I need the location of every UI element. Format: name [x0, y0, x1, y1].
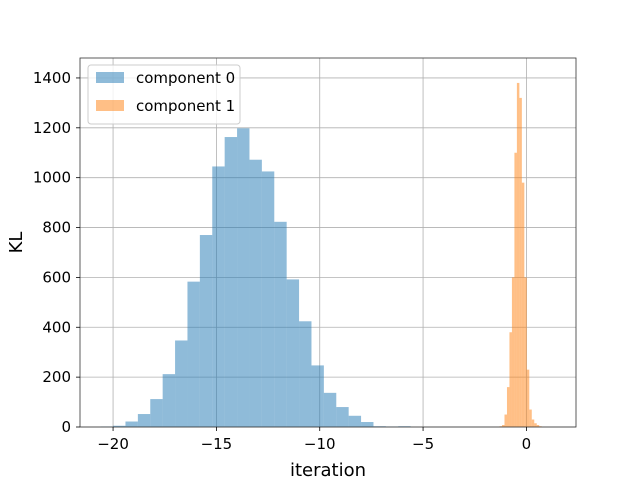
- legend-swatch-component-1: [96, 100, 124, 111]
- bar-component-1-9: [521, 182, 525, 427]
- bar-component-0-16: [299, 321, 312, 427]
- bar-component-0-3: [137, 414, 151, 427]
- bar-component-0-6: [175, 340, 188, 427]
- legend-label-component-0: component 0: [136, 69, 235, 87]
- bar-component-1-14: [534, 423, 537, 427]
- bar-component-1-15: [536, 425, 540, 427]
- bar-component-0-10: [224, 137, 238, 427]
- bar-component-0-19: [336, 407, 349, 427]
- bar-component-1-8: [519, 97, 522, 427]
- bar-component-0-11: [237, 128, 250, 428]
- bar-component-0-1: [113, 425, 126, 427]
- bar-component-1-4: [509, 332, 512, 427]
- bars-layer: [100, 82, 542, 428]
- bar-component-0-8: [199, 235, 213, 427]
- y-axis-label: KL: [6, 232, 27, 254]
- y-tick-label-7: 1400: [33, 69, 71, 87]
- x-tick-label-3: −5: [412, 435, 434, 453]
- x-tick-label-1: −15: [201, 435, 233, 453]
- bar-component-1-10: [524, 277, 527, 427]
- y-tick-label-1: 200: [42, 368, 71, 386]
- bar-component-0-20: [348, 415, 362, 427]
- bar-component-0-13: [261, 171, 275, 427]
- y-tick-label-3: 600: [42, 268, 71, 286]
- bar-component-1-3: [506, 387, 510, 427]
- bar-component-0-12: [249, 159, 262, 428]
- y-tick-label-0: 0: [61, 418, 71, 436]
- bar-component-1-12: [529, 409, 532, 427]
- legend-swatch-component-0: [96, 72, 124, 83]
- bar-component-1-2: [504, 414, 507, 427]
- bar-component-1-11: [526, 369, 530, 427]
- plot-frame: [79, 57, 577, 428]
- bar-component-0-18: [323, 392, 337, 427]
- x-tick-label-0: −20: [97, 435, 129, 453]
- x-tick-label-2: −10: [304, 435, 336, 453]
- x-tick-label-4: 0: [522, 435, 532, 453]
- legend: component 0 component 1: [87, 64, 241, 125]
- ticks-layer: −20 −15 −10 −5 0 0 200 400 600 800 1000 1200 1400: [33, 69, 531, 453]
- y-tick-label-6: 1200: [33, 119, 71, 137]
- bar-component-0-4: [150, 399, 163, 427]
- y-tick-label-5: 1000: [33, 169, 71, 187]
- bar-component-1-1: [502, 425, 505, 427]
- bar-component-0-2: [125, 421, 138, 427]
- bar-component-0-7: [187, 281, 200, 427]
- bar-component-1-7: [516, 82, 520, 427]
- bar-component-1-13: [531, 419, 535, 427]
- y-tick-label-2: 400: [42, 318, 71, 336]
- bar-component-1-5: [511, 277, 515, 427]
- bar-component-0-15: [286, 279, 300, 427]
- bar-component-0-17: [311, 365, 324, 427]
- legend-box: [87, 64, 241, 125]
- bar-component-0-21: [361, 422, 374, 427]
- legend-label-component-1: component 1: [136, 97, 235, 115]
- bar-component-0-14: [274, 221, 287, 427]
- bar-component-0-9: [212, 166, 225, 427]
- x-axis-label: iteration: [290, 460, 366, 480]
- bar-component-1-6: [514, 152, 517, 428]
- y-tick-label-4: 800: [42, 219, 71, 237]
- bar-component-0-5: [162, 374, 176, 427]
